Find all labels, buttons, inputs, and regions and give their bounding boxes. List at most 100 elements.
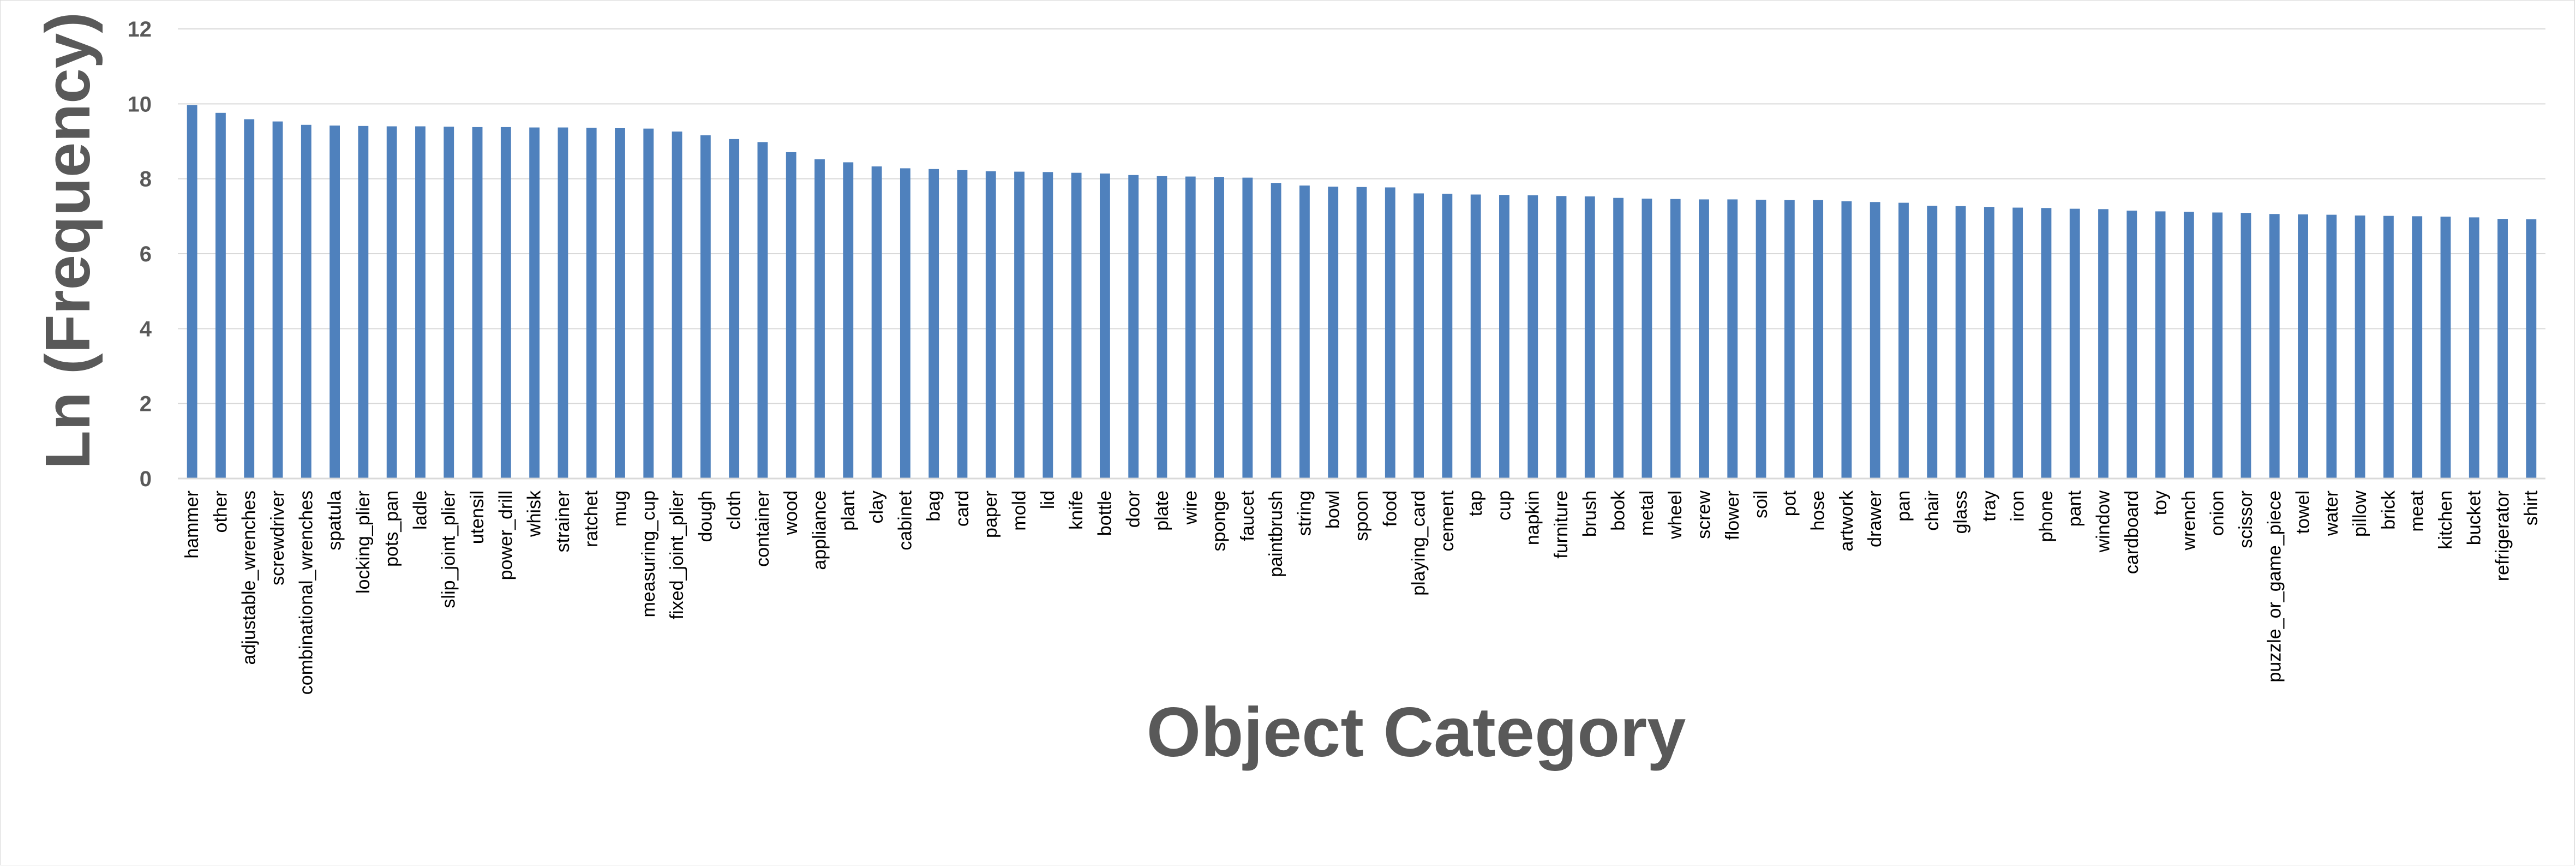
- bar-book: [1613, 198, 1624, 479]
- x-tick-label: metal: [1637, 491, 1657, 536]
- bar-meat: [2412, 216, 2423, 479]
- bar-other: [215, 112, 226, 479]
- bar-locking_plier: [358, 125, 369, 479]
- x-tick-label: flower: [1722, 491, 1743, 540]
- x-tick-label: toy: [2150, 491, 2171, 515]
- bar-container: [757, 142, 768, 479]
- x-tick-label: towel: [2293, 491, 2314, 534]
- x-tick-label: screwdriver: [267, 491, 288, 585]
- x-tick-label: pots_pan: [381, 491, 402, 567]
- bar-pot: [1784, 200, 1795, 479]
- x-tick-label: combinational_wrenches: [296, 491, 316, 695]
- x-tick-label: spatula: [325, 491, 345, 551]
- x-tick-label: meat: [2407, 490, 2428, 531]
- x-tick-label: dough: [695, 491, 716, 542]
- x-tick-label: spoon: [1351, 491, 1372, 541]
- x-tick-label: bottle: [1094, 491, 1115, 536]
- x-tick-label: cup: [1494, 491, 1514, 521]
- bar-onion: [2212, 212, 2223, 479]
- x-tick-label: furniture: [1551, 491, 1572, 559]
- bar-glass: [1955, 206, 1966, 479]
- x-tick-label: phone: [2036, 491, 2057, 542]
- x-tick-label: wheel: [1665, 491, 1686, 540]
- bar-puzzle_or_game_piece: [2269, 214, 2280, 479]
- x-tick-label: other: [210, 491, 231, 533]
- x-tick-label: lid: [1038, 491, 1058, 509]
- x-tick-label: pillow: [2350, 491, 2370, 537]
- bar-scissor: [2240, 213, 2251, 479]
- x-tick-label: onion: [2207, 491, 2228, 536]
- x-tick-label: drawer: [1865, 491, 1885, 547]
- y-tick-label: 10: [128, 92, 152, 116]
- y-tick-label: 12: [128, 17, 152, 41]
- bar-pant: [2069, 208, 2080, 479]
- bar-plate: [1157, 176, 1167, 479]
- bar-cement: [1442, 194, 1453, 479]
- bar-wood: [786, 152, 796, 479]
- bar-cloth: [729, 139, 740, 479]
- bar-window: [2098, 209, 2108, 479]
- bar-dough: [700, 135, 711, 479]
- bar-measuring_cup: [643, 128, 654, 479]
- x-tick-label: plant: [838, 490, 859, 530]
- bar-brush: [1584, 196, 1595, 479]
- bar-door: [1128, 175, 1139, 479]
- x-tick-label: bowl: [1323, 491, 1344, 529]
- y-tick-label: 0: [140, 467, 152, 491]
- x-tick-label: wrench: [2178, 491, 2199, 551]
- x-tick-label: paper: [980, 491, 1001, 538]
- bar-shirt: [2526, 219, 2537, 479]
- x-tick-label: container: [752, 491, 773, 567]
- x-tick-label: ladle: [410, 491, 430, 530]
- bar-sponge: [1214, 177, 1224, 479]
- bar-playing_card: [1413, 193, 1424, 479]
- bar-wheel: [1670, 199, 1681, 479]
- bar-pillow: [2355, 215, 2365, 479]
- x-tick-label: clay: [866, 491, 887, 523]
- x-tick-label: window: [2093, 491, 2114, 553]
- x-tick-label: knife: [1066, 491, 1087, 530]
- bar-whisk: [529, 127, 540, 479]
- x-tick-label: shirt: [2521, 490, 2542, 525]
- bar-tray: [1984, 207, 1994, 479]
- bar-ladle: [415, 126, 426, 479]
- bar-screw: [1699, 199, 1709, 479]
- x-tick-label: refrigerator: [2493, 491, 2513, 581]
- x-tick-label: iron: [2008, 491, 2028, 522]
- bar-strainer: [558, 127, 568, 479]
- x-tick-label: cardboard: [2122, 491, 2142, 574]
- bar-bottle: [1099, 174, 1110, 479]
- x-tick-label: appliance: [810, 491, 830, 570]
- x-tick-label: paintbrush: [1266, 491, 1286, 577]
- y-axis-title: Ln (Frequency): [32, 12, 103, 469]
- bar-napkin: [1527, 195, 1538, 479]
- x-tick-label: food: [1380, 491, 1400, 527]
- y-tick-label: 2: [140, 392, 152, 416]
- x-tick-label: card: [952, 491, 973, 527]
- bar-artwork: [1841, 201, 1852, 479]
- x-tick-label: puzzle_or_game_piece: [2264, 491, 2285, 683]
- x-tick-label: artwork: [1836, 490, 1857, 551]
- x-axis-title: Object Category: [1147, 693, 1686, 772]
- bar-string: [1299, 186, 1310, 479]
- x-tick-label: chair: [1922, 491, 1943, 531]
- bar-wire: [1185, 176, 1196, 479]
- x-tick-label: playing_card: [1409, 491, 1429, 596]
- x-tick-label: scissor: [2236, 491, 2256, 548]
- bar-soil: [1756, 200, 1766, 479]
- y-tick-labels: 0 2 4 6 8 10 12: [128, 17, 152, 491]
- y-tick-label: 8: [140, 168, 152, 192]
- bar-hammer: [187, 105, 197, 479]
- x-tick-label: adjustable_wrenches: [239, 491, 260, 665]
- bar-paper: [985, 171, 996, 479]
- bar-chair: [1927, 206, 1938, 479]
- bar-slip_joint_plier: [444, 127, 454, 479]
- bar-refrigerator: [2497, 219, 2508, 479]
- x-tick-label: cloth: [724, 491, 745, 530]
- bar-hose: [1813, 200, 1824, 479]
- x-tick-label: string: [1294, 491, 1315, 536]
- bar-iron: [2012, 207, 2023, 479]
- x-tick-label: mug: [609, 491, 630, 527]
- bar-fixed_joint_plier: [672, 131, 682, 479]
